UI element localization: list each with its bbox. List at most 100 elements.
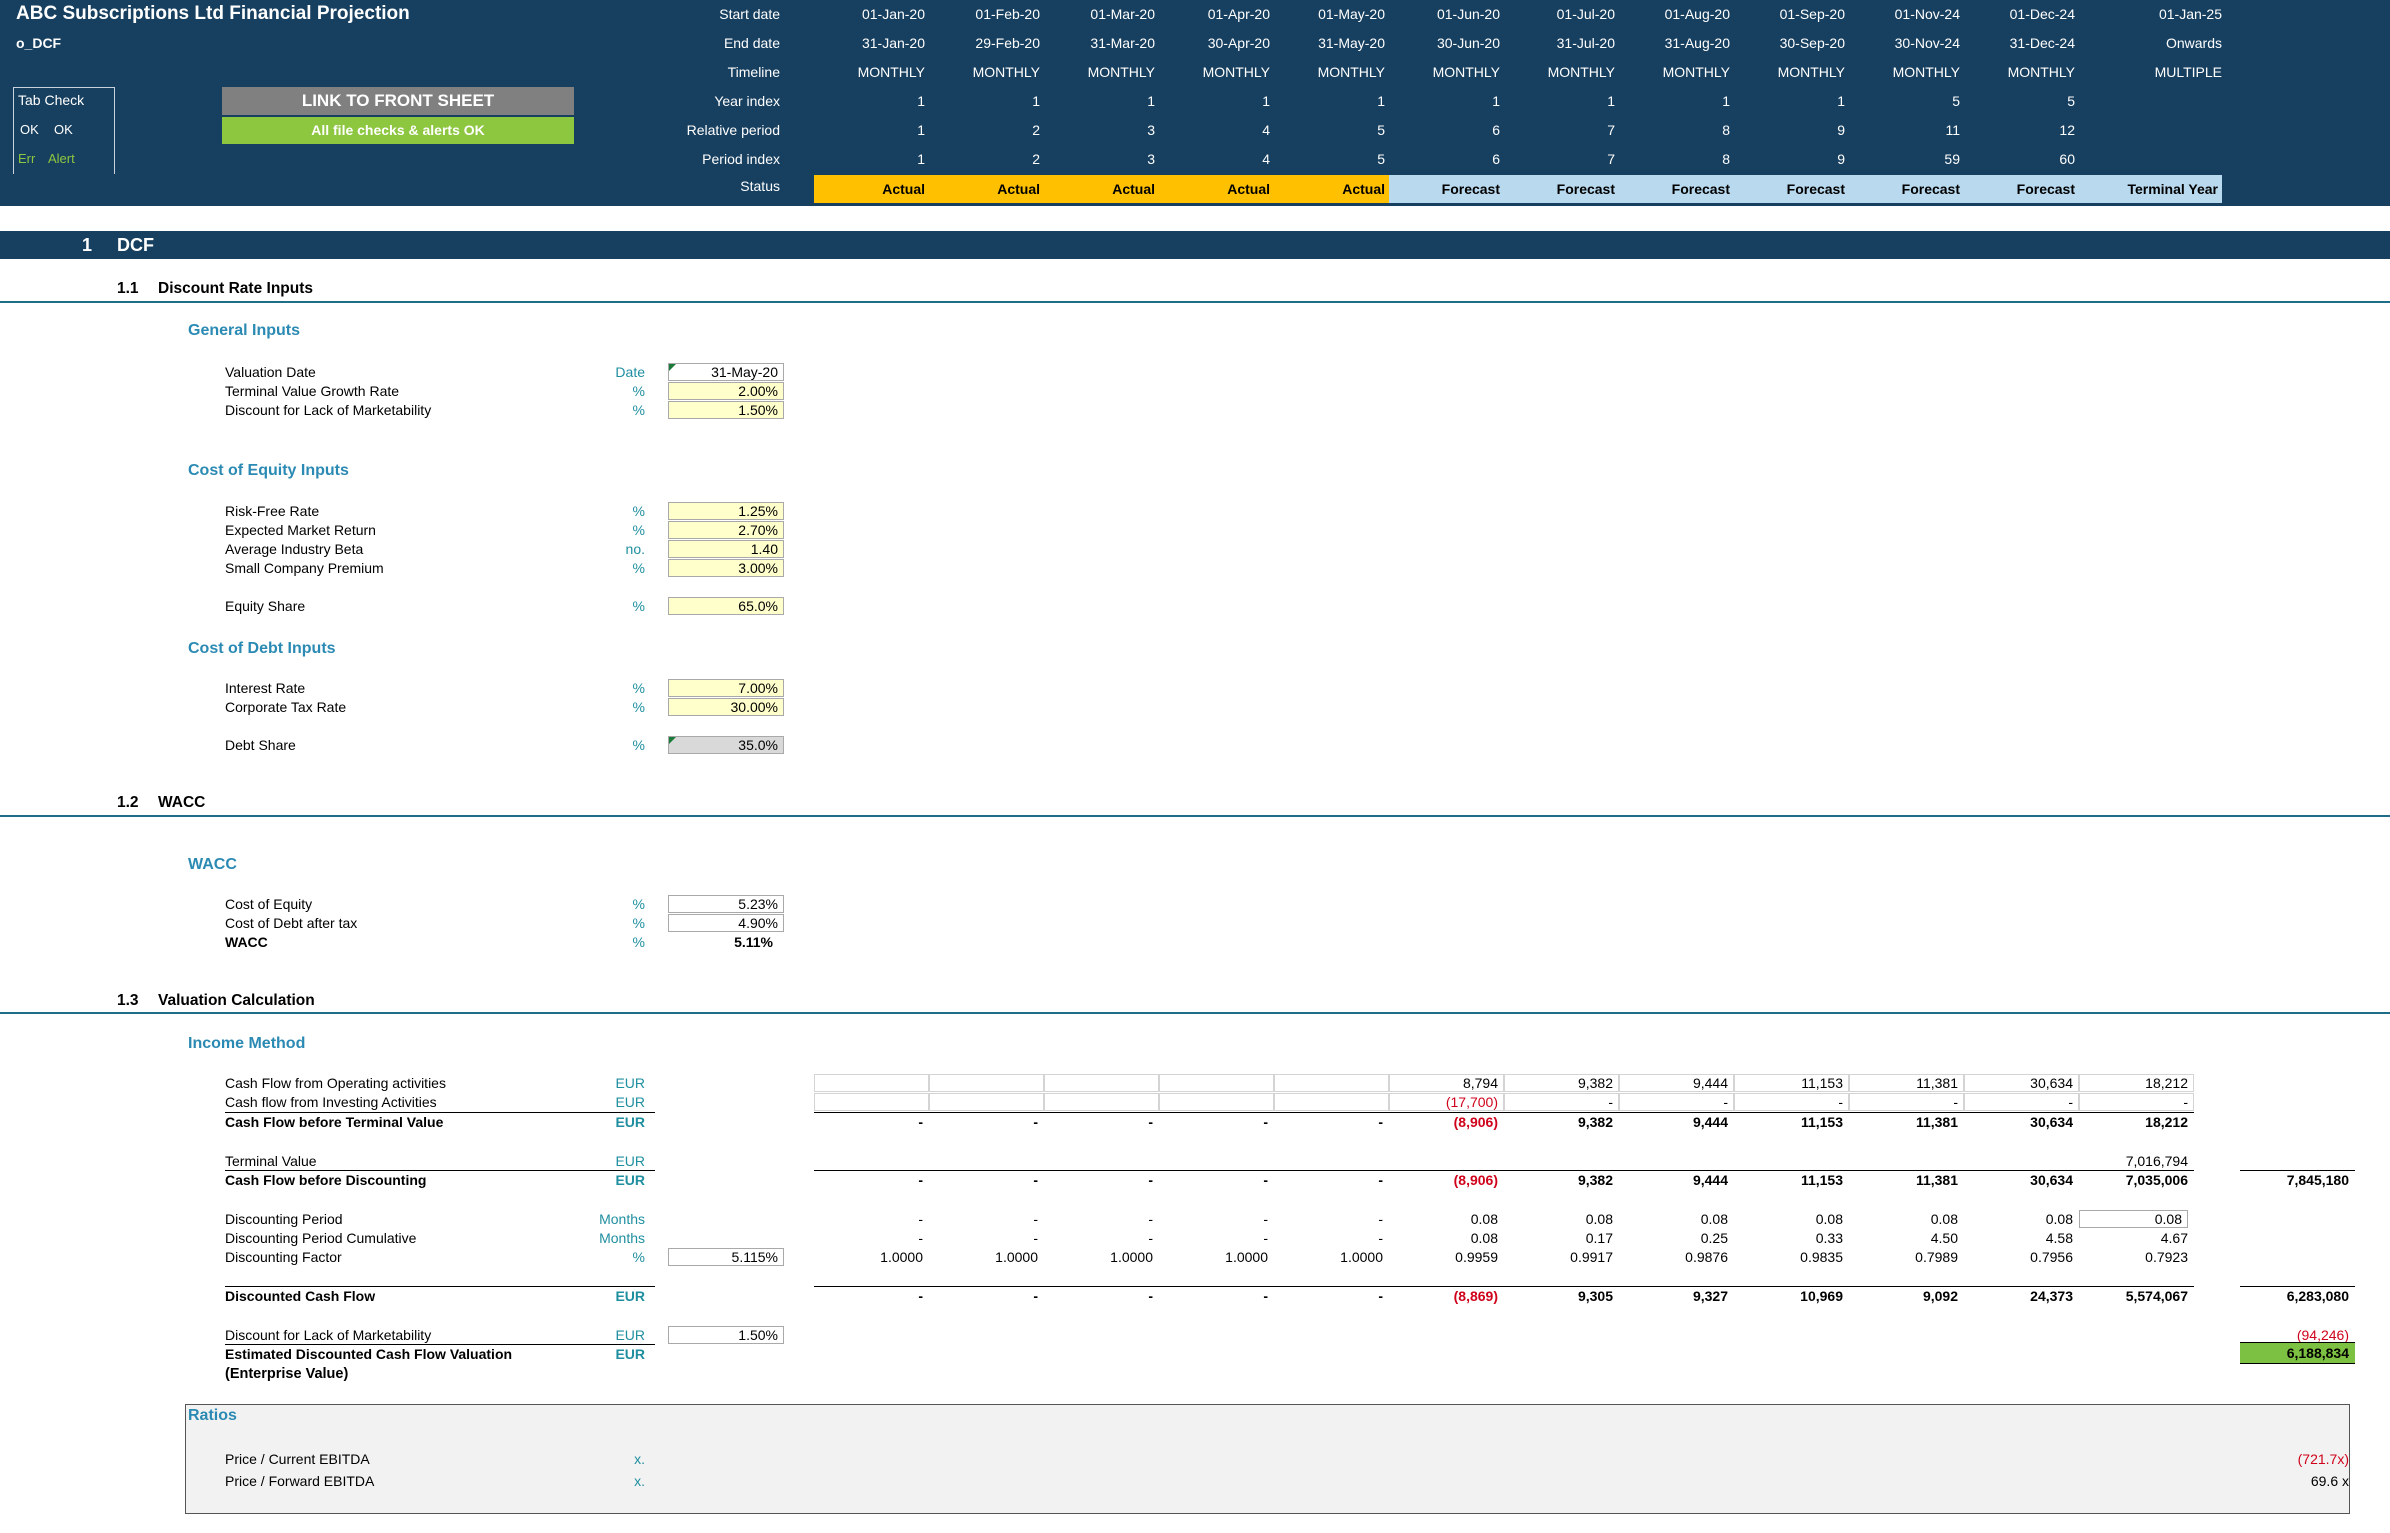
header-start-cell: 01-Jun-20: [1436, 6, 1500, 22]
input-cell[interactable]: 30.00%: [668, 698, 784, 716]
value-cell[interactable]: [1159, 1074, 1274, 1092]
input-cell[interactable]: 65.0%: [668, 597, 784, 615]
income-input-cell[interactable]: 1.50%: [668, 1326, 784, 1344]
input-cell[interactable]: 7.00%: [668, 679, 784, 697]
status-badge: Forecast: [1389, 175, 1504, 203]
value-cell: 0.08: [1585, 1211, 1613, 1227]
value-cell[interactable]: -: [1964, 1093, 2079, 1111]
header-timeline-cell: MONTHLY: [1432, 64, 1500, 80]
value-cell: 11,381: [1915, 1114, 1958, 1130]
header-idx-cell: 1: [917, 151, 925, 167]
value-cell: -: [1378, 1211, 1383, 1227]
value-cell: 9,444: [1692, 1114, 1728, 1130]
value-cell[interactable]: [1159, 1093, 1274, 1111]
input-cell[interactable]: 2.70%: [668, 521, 784, 539]
header-rel-cell: 2: [1032, 122, 1040, 138]
income-input-cell[interactable]: 5.115%: [668, 1248, 784, 1266]
value-cell[interactable]: 18,212: [2079, 1074, 2194, 1092]
value-cell: -: [918, 1288, 923, 1304]
value-cell: 0.9917: [1570, 1249, 1613, 1265]
value-cell[interactable]: (17,700): [1389, 1093, 1504, 1111]
value-cell[interactable]: [1274, 1074, 1389, 1092]
value-cell: 0.08: [1815, 1211, 1843, 1227]
value-cell[interactable]: 11,381: [1849, 1074, 1964, 1092]
row-rule: [2240, 1286, 2355, 1287]
row-label: Terminal Value Growth Rate: [225, 383, 400, 399]
cell-flag-icon: [669, 737, 676, 744]
header-end-cell: 31-Mar-20: [1090, 35, 1155, 51]
row-label: Cost of Equity: [225, 896, 313, 912]
value-cell: 9,444: [1692, 1172, 1728, 1188]
row-unit: %: [632, 737, 645, 753]
value-cell: -: [1033, 1172, 1038, 1188]
value-cell[interactable]: 8,794: [1389, 1074, 1504, 1092]
input-cell[interactable]: 2.00%: [668, 382, 784, 400]
status-badge: Actual: [929, 175, 1044, 203]
income-row-unit: EUR: [615, 1094, 645, 1110]
value-cell: -: [1263, 1288, 1268, 1304]
value-cell: -: [918, 1114, 923, 1130]
row-label: Interest Rate: [225, 680, 306, 696]
value-cell: -: [1033, 1288, 1038, 1304]
input-cell[interactable]: 1.40: [668, 540, 784, 558]
value-cell[interactable]: -: [1849, 1093, 1964, 1111]
value-cell: -: [1148, 1288, 1153, 1304]
row-label: Average Industry Beta: [225, 541, 364, 557]
status-badge: Actual: [814, 175, 929, 203]
value-cell: -: [1378, 1114, 1383, 1130]
value-cell[interactable]: -: [1504, 1093, 1619, 1111]
total-cell: 7,845,180: [2286, 1172, 2349, 1188]
subsection-title-wacc: WACC: [158, 794, 206, 811]
value-cell[interactable]: [1044, 1074, 1159, 1092]
row-rule: [225, 1344, 655, 1345]
value-cell[interactable]: 9,382: [1504, 1074, 1619, 1092]
value-cell: 11,153: [1800, 1114, 1843, 1130]
enterprise-value-note: (Enterprise Value): [225, 1366, 349, 1382]
income-row-label: Discounting Period: [225, 1211, 343, 1227]
input-cell[interactable]: 3.00%: [668, 559, 784, 577]
status-badge: Actual: [1044, 175, 1159, 203]
header-timeline-cell: MONTHLY: [1317, 64, 1385, 80]
header-end-cell: 30-Jun-20: [1436, 35, 1500, 51]
value-cell: (8,906): [1453, 1172, 1498, 1188]
row-rule: [814, 1112, 2194, 1113]
input-cell[interactable]: 4.90%: [668, 914, 784, 932]
value-cell[interactable]: [929, 1093, 1044, 1111]
value-cell: -: [1263, 1114, 1268, 1130]
status-badge: Forecast: [1734, 175, 1849, 203]
income-row-unit: EUR: [615, 1172, 645, 1188]
header-idx-cell: 9: [1837, 151, 1845, 167]
status-badge: Forecast: [1964, 175, 2079, 203]
header-start-cell: 01-Jan-25: [2158, 6, 2222, 22]
link-to-front-sheet-button[interactable]: LINK TO FRONT SHEET: [222, 87, 574, 115]
input-cell[interactable]: 1.50%: [668, 401, 784, 419]
value-cell[interactable]: [814, 1093, 929, 1111]
tab-check-box: [13, 87, 115, 174]
value-cell[interactable]: -: [1734, 1093, 1849, 1111]
value-cell[interactable]: 30,634: [1964, 1074, 2079, 1092]
value-cell[interactable]: -: [1619, 1093, 1734, 1111]
value-cell[interactable]: 0.08: [2079, 1210, 2188, 1228]
value-cell: 9,305: [1577, 1288, 1613, 1304]
value-cell: 18,212: [2145, 1114, 2188, 1130]
row-unit: %: [632, 680, 645, 696]
input-cell[interactable]: 1.25%: [668, 502, 784, 520]
row-rule: [814, 1170, 2194, 1171]
value-cell[interactable]: [929, 1074, 1044, 1092]
status-badge: Actual: [1159, 175, 1274, 203]
value-cell[interactable]: -: [2079, 1093, 2194, 1111]
value-cell[interactable]: 11,153: [1734, 1074, 1849, 1092]
value-cell[interactable]: [1274, 1093, 1389, 1111]
input-cell[interactable]: 31-May-20: [668, 363, 784, 381]
value-cell[interactable]: [814, 1074, 929, 1092]
row-unit: %: [632, 522, 645, 538]
input-cell[interactable]: 5.23%: [668, 895, 784, 913]
value-cell: -: [1378, 1288, 1383, 1304]
header-start-cell: 01-Jul-20: [1556, 6, 1615, 22]
header-year-cell: 1: [1492, 93, 1500, 109]
input-cell[interactable]: 35.0%: [668, 736, 784, 754]
header-year-cell: 1: [1377, 93, 1385, 109]
value-cell[interactable]: 9,444: [1619, 1074, 1734, 1092]
value-cell[interactable]: [1044, 1093, 1159, 1111]
